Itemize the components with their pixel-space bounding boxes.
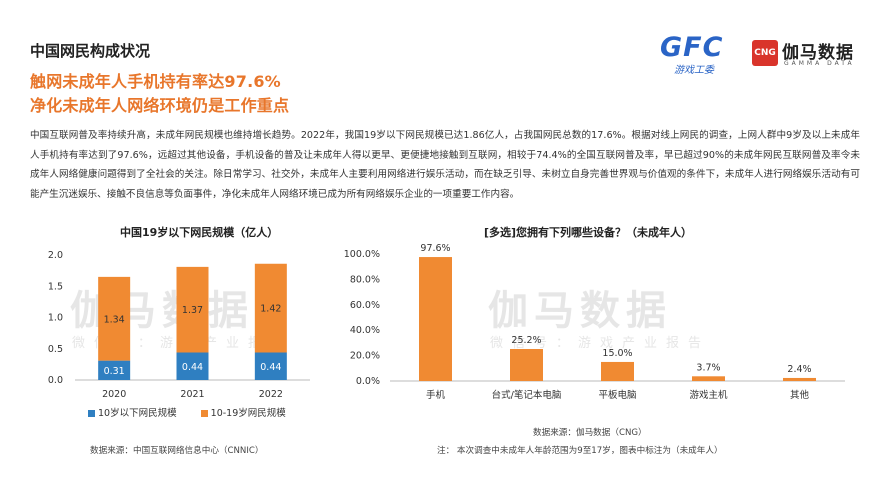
bar-segment [176, 352, 209, 380]
headline-line-1: 触网未成年人手机持有率达97.6% [30, 72, 281, 91]
bar-value-label: 0.44 [260, 362, 281, 373]
right-chart-note: 注： 本次调查中未成年人年龄范围为9至17岁，图表中标注为（未成年人） [437, 446, 723, 456]
bar-value-label: 2.4% [787, 364, 811, 375]
y-tick-label: 2.0 [48, 250, 63, 261]
bar [692, 376, 725, 381]
right-chart-title: [多选]您拥有下列哪些设备？（未成年人） [484, 226, 693, 239]
bar [419, 257, 452, 381]
x-tick-label: 其他 [790, 389, 810, 401]
bar [510, 348, 543, 381]
bar-value-label: 1.37 [182, 305, 203, 316]
bar-value-label: 3.7% [696, 362, 720, 373]
bar-value-label: 25.2% [511, 335, 541, 346]
bar-value-label: 1.34 [104, 314, 125, 325]
x-tick-label: 游戏主机 [689, 389, 728, 401]
left-chart-legend: 10岁以下网民规模 10-19岁网民规模 [88, 405, 286, 419]
y-tick-label: 0.5 [48, 344, 63, 355]
y-tick-label: 1.5 [48, 281, 63, 292]
x-tick-label: 台式/笔记本电脑 [492, 389, 562, 401]
x-tick-label: 平板电脑 [598, 389, 636, 401]
body-paragraph: 中国互联网普及率持续升高，未成年网民规模也维持增长趋势。2022年，我国19岁以… [30, 130, 860, 200]
bar [601, 361, 634, 381]
y-tick-label: 100.0% [344, 249, 380, 260]
bar-segment [98, 276, 131, 361]
x-tick-label: 2022 [259, 389, 283, 400]
y-tick-label: 20.0% [350, 351, 380, 362]
y-tick-label: 1.0 [48, 313, 63, 324]
cng-logo-icon: CNG [752, 40, 778, 66]
right-chart-source: 数据来源：伽马数据（CNG） [533, 428, 647, 438]
y-tick-label: 60.0% [350, 300, 380, 311]
left-chart: 0.0 0.5 1.0 1.5 2.0 0.31 1.34 2020 0.44 1.37 2021 0… [48, 250, 310, 400]
left-chart-title: 中国19岁以下网民规模（亿人） [120, 226, 279, 239]
gfc-logo-subtitle: 游戏工委 [674, 65, 714, 76]
bar-value-label: 0.31 [104, 366, 125, 377]
y-tick-label: 0.0 [48, 375, 63, 386]
bar-value-label: 0.44 [182, 362, 203, 373]
y-tick-label: 0.0% [356, 376, 380, 387]
x-tick-label: 2020 [102, 389, 126, 400]
watermark-right: 伽马数据 [488, 288, 672, 334]
headline-line-2: 净化未成年人网络环境仍是工作重点 [30, 96, 290, 115]
right-chart: 0.0% 20.0% 40.0% 60.0% 80.0% 100.0% 97.6% 手机 25.… [344, 243, 845, 401]
watermark-right-sub: 微信号：游戏产业报告 [490, 336, 711, 351]
gfc-logo: GFC 游戏工委 [660, 32, 742, 77]
y-tick-label: 40.0% [350, 325, 380, 336]
section-title: 中国网民构成状况 [30, 42, 151, 60]
bar-segment [254, 352, 287, 380]
gfc-logo-text: GFC [660, 32, 724, 63]
bar-segment [176, 266, 209, 353]
bar-value-label: 97.6% [420, 243, 450, 254]
cng-logo-name: 伽马数据 [782, 43, 854, 63]
bar-value-label: 1.42 [260, 304, 281, 315]
legend-label-10to19: 10-19岁网民规模 [210, 408, 286, 419]
bar-segment [254, 263, 287, 353]
x-tick-label: 手机 [426, 389, 446, 401]
left-chart-source: 数据来源：中国互联网络信息中心（CNNIC） [90, 446, 264, 456]
legend-swatch-under10 [88, 410, 95, 417]
y-tick-label: 80.0% [350, 274, 380, 285]
cng-logo-english: GAMMA DATA [784, 60, 855, 67]
legend-label-under10: 10岁以下网民规模 [98, 408, 177, 419]
legend-swatch-10to19 [200, 410, 208, 417]
bar-segment [98, 360, 131, 380]
bar-value-label: 15.0% [602, 348, 632, 359]
bar [783, 377, 816, 381]
x-tick-label: 2021 [180, 389, 204, 400]
